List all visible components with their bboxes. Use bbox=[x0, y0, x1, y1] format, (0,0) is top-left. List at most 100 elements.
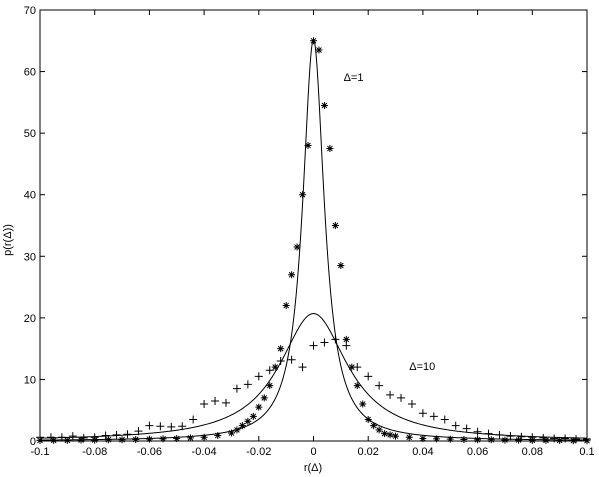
asterisk-point bbox=[337, 262, 345, 270]
asterisk-point bbox=[310, 37, 317, 45]
plus-point bbox=[112, 430, 121, 439]
plus-point bbox=[429, 412, 438, 421]
plus-point bbox=[254, 372, 263, 381]
y-tick-label: 70 bbox=[24, 5, 36, 17]
plus-point bbox=[451, 421, 460, 430]
x-tick-label: -0.1 bbox=[31, 446, 50, 458]
y-tick-label: 0 bbox=[30, 436, 36, 448]
plus-point bbox=[243, 380, 252, 389]
fit-curve-line bbox=[39, 313, 588, 439]
x-tick-label: 0.04 bbox=[412, 446, 433, 458]
asterisk-point bbox=[501, 436, 509, 444]
annotation-label: Δ=10 bbox=[409, 361, 435, 373]
x-tick-label: -0.06 bbox=[137, 446, 162, 458]
asterisk-point bbox=[238, 422, 246, 430]
plus-point bbox=[440, 415, 449, 424]
asterisk-point bbox=[159, 435, 167, 443]
x-tick-label: 0 bbox=[310, 446, 316, 458]
asterisk-point bbox=[320, 101, 328, 109]
asterisk-point bbox=[375, 426, 383, 434]
asterisk-point bbox=[515, 436, 523, 444]
asterisk-point bbox=[370, 422, 378, 430]
asterisk-point bbox=[266, 382, 274, 390]
plus-point bbox=[407, 400, 416, 409]
plus-point bbox=[342, 341, 351, 350]
asterisk-point bbox=[271, 363, 279, 371]
x-tick-label: -0.04 bbox=[192, 446, 217, 458]
plus-point bbox=[156, 422, 165, 431]
asterisk-point bbox=[255, 403, 263, 411]
asterisk-point bbox=[446, 435, 454, 443]
asterisk-point bbox=[331, 222, 339, 229]
asterisk-point bbox=[299, 191, 307, 199]
annotation-label: Δ=1 bbox=[344, 72, 364, 84]
asterisk-point bbox=[260, 394, 268, 402]
plus-point bbox=[386, 390, 395, 399]
plus-point bbox=[298, 363, 307, 372]
plus-point bbox=[68, 432, 77, 441]
plus-point bbox=[232, 384, 241, 393]
plus-point bbox=[101, 431, 110, 440]
y-tick-label: 40 bbox=[24, 190, 36, 202]
asterisk-point bbox=[118, 436, 126, 444]
plus-point bbox=[189, 415, 198, 424]
asterisk-point bbox=[353, 382, 361, 390]
plus-point bbox=[145, 421, 154, 430]
plus-point bbox=[265, 366, 274, 375]
axis-layer: -0.1 -0.08 -0.06 -0.04 -0.02 0 0.02 0.04 0.06 0.0… bbox=[24, 5, 595, 458]
asterisk-point bbox=[173, 435, 181, 443]
plus-point bbox=[353, 363, 362, 372]
asterisk-point bbox=[542, 436, 550, 444]
plus-point bbox=[375, 381, 384, 390]
asterisk-point bbox=[405, 433, 413, 441]
y-tick-label: 10 bbox=[24, 374, 36, 386]
plus-point bbox=[221, 398, 230, 407]
asterisk-point bbox=[227, 429, 235, 437]
plus-point bbox=[123, 430, 132, 439]
plus-point bbox=[397, 393, 406, 402]
asterisk-point bbox=[282, 302, 290, 310]
asterisk-point bbox=[277, 345, 285, 353]
x-tick-label: 0.1 bbox=[579, 446, 594, 458]
x-tick-label: 0.02 bbox=[357, 446, 378, 458]
asterisk-point bbox=[214, 431, 222, 439]
plus-point bbox=[309, 341, 318, 350]
x-axis-label: r(Δ) bbox=[304, 462, 322, 474]
y-tick-label: 60 bbox=[24, 67, 36, 79]
y-tick-label: 30 bbox=[24, 251, 36, 263]
plus-point bbox=[211, 396, 220, 405]
asterisk-point bbox=[293, 243, 301, 251]
x-tick-label: 0.06 bbox=[467, 446, 488, 458]
plus-point bbox=[364, 372, 373, 381]
plus-point bbox=[276, 356, 285, 365]
asterisk-point bbox=[348, 363, 356, 371]
asterisk-point bbox=[386, 431, 394, 439]
asterisk-point bbox=[342, 335, 350, 343]
asterisk-point bbox=[326, 145, 334, 153]
plus-point bbox=[167, 422, 176, 431]
x-tick-label: 0.08 bbox=[522, 446, 543, 458]
y-tick-label: 50 bbox=[24, 128, 36, 140]
plus-point bbox=[418, 409, 427, 418]
asterisk-point bbox=[359, 400, 367, 408]
asterisk-point bbox=[487, 436, 495, 444]
series-layer bbox=[36, 37, 591, 445]
plus-point bbox=[200, 400, 209, 409]
asterisk-point bbox=[288, 271, 296, 279]
y-axis-label: p(r(Δ)) bbox=[2, 224, 14, 256]
fit-curve-line bbox=[39, 38, 588, 441]
asterisk-point bbox=[460, 435, 468, 443]
plus-point bbox=[320, 338, 329, 347]
asterisk-point bbox=[392, 432, 400, 440]
asterisk-point bbox=[186, 434, 194, 442]
asterisk-point bbox=[132, 435, 140, 443]
plus-point bbox=[287, 355, 296, 364]
x-tick-label: -0.08 bbox=[82, 446, 107, 458]
asterisk-point bbox=[304, 141, 312, 149]
asterisk-point bbox=[381, 430, 389, 438]
asterisk-point bbox=[315, 46, 323, 54]
asterisk-point bbox=[244, 417, 252, 425]
asterisk-point bbox=[63, 436, 71, 444]
